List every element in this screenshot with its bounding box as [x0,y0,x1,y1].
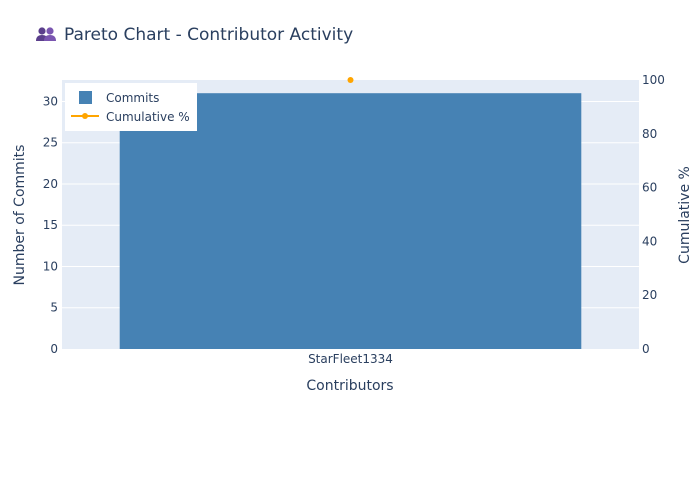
y2-tick-label: 40 [642,234,657,248]
y-axis-title: Number of Commits [12,145,28,286]
cumulative-line [347,77,354,83]
y2-tick-label: 20 [642,288,657,302]
legend-label-commits: Commits [106,91,159,105]
y2-tick-label: 60 [642,181,657,195]
people-icon [36,27,56,41]
legend-swatch-cumulative-marker [82,113,88,119]
x-axis-title: Contributors [306,378,393,394]
x-axis-ticks: StarFleet1334 [308,352,393,366]
cumulative-point[interactable] [347,77,354,83]
y2-tick-label: 100 [642,73,665,87]
y-tick-label: 25 [43,136,58,150]
legend-swatch-commits [79,91,92,104]
legend-label-cumulative: Cumulative % [106,110,190,124]
y-tick-label: 5 [50,301,58,315]
y-tick-label: 30 [43,94,58,108]
x-tick-label: StarFleet1334 [308,352,393,366]
y-axis-ticks: 0 5 10 15 20 25 30 [43,94,58,356]
y2-tick-label: 0 [642,342,650,356]
y2-axis-ticks: 0 20 40 60 80 100 [642,73,665,356]
legend-item-commits[interactable]: Commits [79,91,159,105]
y2-axis-title: Cumulative % [677,166,693,264]
y-tick-label: 0 [50,342,58,356]
y-tick-label: 20 [43,177,58,191]
bar-commits[interactable] [119,93,582,349]
legend[interactable]: Commits Cumulative % [65,83,197,131]
chart-title-text: Pareto Chart - Contributor Activity [64,25,353,45]
y-tick-label: 10 [43,259,58,273]
y-tick-label: 15 [43,218,58,232]
chart-title: Pareto Chart - Contributor Activity [36,25,353,45]
legend-item-cumulative[interactable]: Cumulative % [71,110,190,124]
y2-tick-label: 80 [642,127,657,141]
bars [119,93,582,349]
